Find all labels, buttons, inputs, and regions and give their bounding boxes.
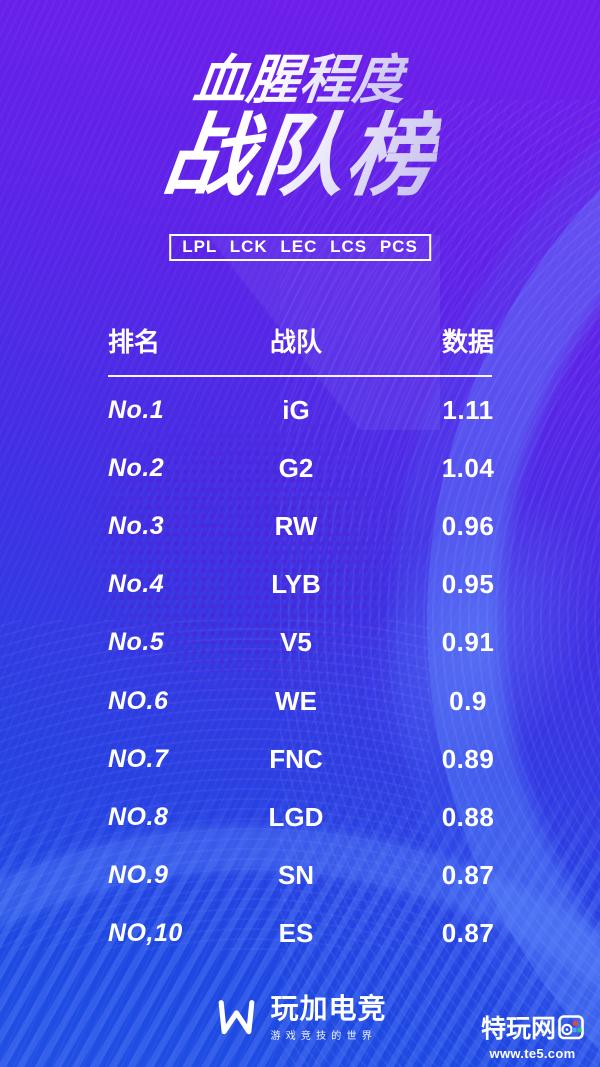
- rank-cell: NO.7: [108, 744, 169, 773]
- team-cell: iG: [282, 394, 310, 425]
- site-url: www.te5.com: [489, 1046, 576, 1061]
- rank-cell: No.1: [108, 395, 165, 424]
- site-name: 特玩网: [480, 1015, 556, 1043]
- gamepad-icon: [558, 1015, 584, 1040]
- brand-text-block: 玩加电竞 游戏竞技的世界: [270, 993, 387, 1043]
- title-text-1: 血腥程度: [190, 51, 410, 110]
- table-header-row: 排名 战队 数据: [108, 322, 494, 357]
- league-list-box: LPL LCK LEC LCS PCS: [169, 234, 431, 261]
- value-cell: 0.87: [441, 918, 495, 949]
- team-cell: LGD: [268, 801, 324, 832]
- value-cell: 0.88: [441, 801, 495, 832]
- value-cell: 0.96: [441, 510, 495, 541]
- table-body: No.1 iG 1.11 No.2 G2 1.04 No.3 RW 0.96 N…: [108, 381, 495, 963]
- rank-cell: No.4: [108, 570, 165, 599]
- rank-cell: NO.6: [108, 686, 169, 715]
- team-cell: WE: [275, 685, 317, 716]
- wanplus-w-icon: [218, 1000, 255, 1035]
- ranking-table: 排名 战队 数据 No.1 iG 1.11 No.2 G2 1.04 No.3 …: [108, 322, 495, 972]
- rank-cell: No.3: [108, 511, 165, 540]
- value-cell: 1.04: [441, 452, 495, 483]
- rank-cell: No.5: [108, 628, 165, 657]
- team-cell: RW: [274, 510, 318, 541]
- rank-cell: NO.9: [108, 861, 169, 890]
- header-team: 战队: [269, 327, 322, 357]
- header-data: 数据: [442, 327, 495, 357]
- site-name-row: 特玩网: [481, 1009, 584, 1045]
- table-row: No.1 iG 1.11: [108, 381, 493, 439]
- header-rank: 排名: [108, 327, 161, 357]
- brand-logo-group: 玩加电竞 游戏竞技的世界: [213, 994, 386, 1042]
- value-cell: 0.89: [441, 743, 495, 774]
- table-divider: [108, 375, 492, 377]
- league-list-label: LPL LCK LEC LCS PCS: [182, 237, 418, 256]
- table-row: NO.8 LGD 0.88: [108, 788, 495, 846]
- table-row: NO.6 WE 0.9: [108, 672, 493, 730]
- table-row: No.5 V5 0.91: [108, 614, 495, 672]
- value-cell: 0.9: [449, 685, 487, 716]
- rank-cell: NO,10: [108, 919, 183, 948]
- team-cell: ES: [278, 918, 314, 949]
- table-row: NO,10 ES 0.87: [108, 905, 495, 963]
- table-row: NO.7 FNC 0.89: [108, 730, 495, 788]
- table-row: NO.9 SN 0.87: [108, 847, 495, 905]
- brand-tagline: 游戏竞技的世界: [270, 1031, 377, 1043]
- table-row: No.2 G2 1.04: [108, 439, 495, 497]
- rank-cell: No.2: [108, 453, 165, 482]
- page-title-line2: 战队榜: [0, 107, 600, 207]
- value-cell: 0.87: [441, 860, 495, 891]
- table-row: No.4 LYB 0.95: [108, 556, 495, 614]
- page-title-line1: 血腥程度: [0, 51, 600, 110]
- rank-cell: NO.8: [108, 802, 169, 831]
- team-cell: FNC: [269, 743, 323, 774]
- brand-name: 玩加电竞: [270, 993, 387, 1024]
- title-text-2: 战队榜: [157, 107, 443, 207]
- table-row: No.3 RW 0.96: [108, 497, 495, 555]
- team-cell: G2: [278, 452, 314, 483]
- team-cell: SN: [277, 860, 315, 891]
- team-cell: V5: [280, 627, 312, 658]
- value-cell: 0.91: [441, 627, 495, 658]
- team-cell: LYB: [271, 569, 321, 600]
- value-cell: 0.95: [441, 569, 495, 600]
- value-cell: 1.11: [442, 394, 494, 425]
- site-logo-group: 特玩网 www.te5.com: [481, 1009, 584, 1061]
